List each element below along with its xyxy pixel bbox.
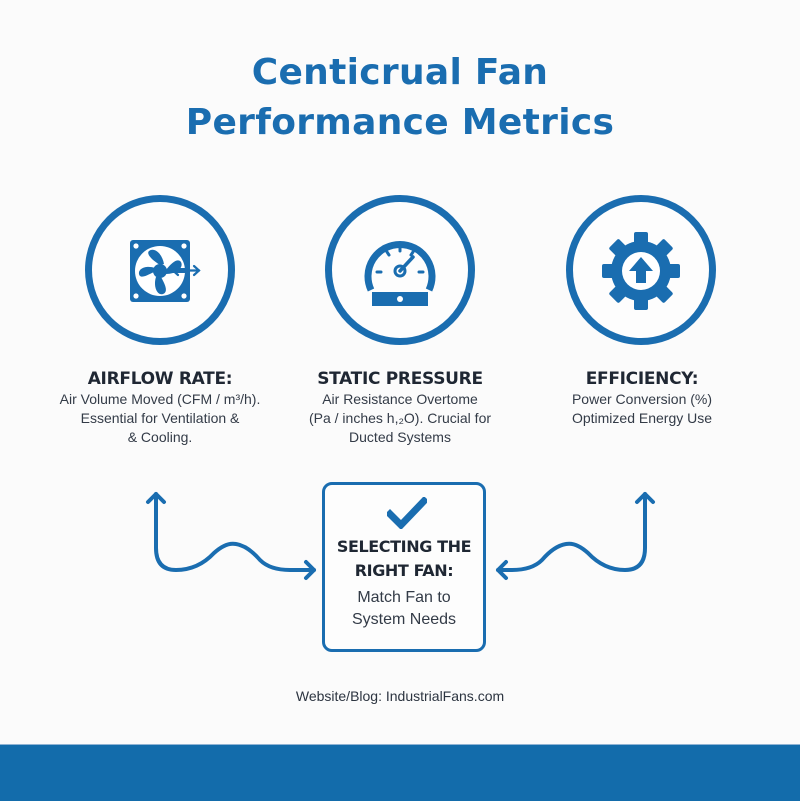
fan-airflow-icon — [130, 240, 201, 302]
metric-description: Air Volume Moved (CFM / m³/h). Essential… — [59, 391, 261, 445]
checkmark-icon — [387, 497, 427, 529]
pressure-gauge-icon — [364, 240, 436, 306]
selecting-right-fan-box: SELECTING THE RIGHT FAN: Match Fan to Sy… — [322, 482, 486, 652]
airflow-circle — [85, 195, 235, 345]
metric-static-pressure: STATIC PRESSURE Air Resistance Overtome … — [270, 368, 530, 447]
right-connector-arrow — [496, 492, 647, 572]
metric-description: Power Conversion (%) Optimized Energy Us… — [571, 391, 713, 426]
metric-heading: EFFICIENCY: — [585, 369, 699, 389]
title-line-1: Centicrual Fan — [251, 52, 549, 93]
page-title: Centicrual Fan Performance Metrics — [0, 48, 800, 148]
gear-up-arrow-icon — [602, 232, 680, 310]
metric-airflow: AIRFLOW RATE: Air Volume Moved (CFM / m³… — [30, 368, 290, 447]
left-connector-arrow — [154, 492, 316, 572]
efficiency-circle — [566, 195, 716, 345]
pressure-circle — [325, 195, 475, 345]
bottom-bar — [0, 744, 800, 801]
selection-heading: SELECTING THE RIGHT FAN: — [336, 537, 472, 580]
metric-heading: AIRFLOW RATE: — [87, 369, 233, 389]
selection-description: Match Fan to System Needs — [351, 589, 457, 628]
metric-description: Air Resistance Overtome (Pa / inches h,₂… — [308, 391, 492, 445]
metric-efficiency: EFFICIENCY: Power Conversion (%) Optimiz… — [512, 368, 772, 428]
metric-heading: STATIC PRESSURE — [317, 369, 483, 389]
title-line-2: Performance Metrics — [185, 102, 615, 143]
website-link[interactable]: Website/Blog: IndustrialFans.com — [295, 688, 505, 704]
